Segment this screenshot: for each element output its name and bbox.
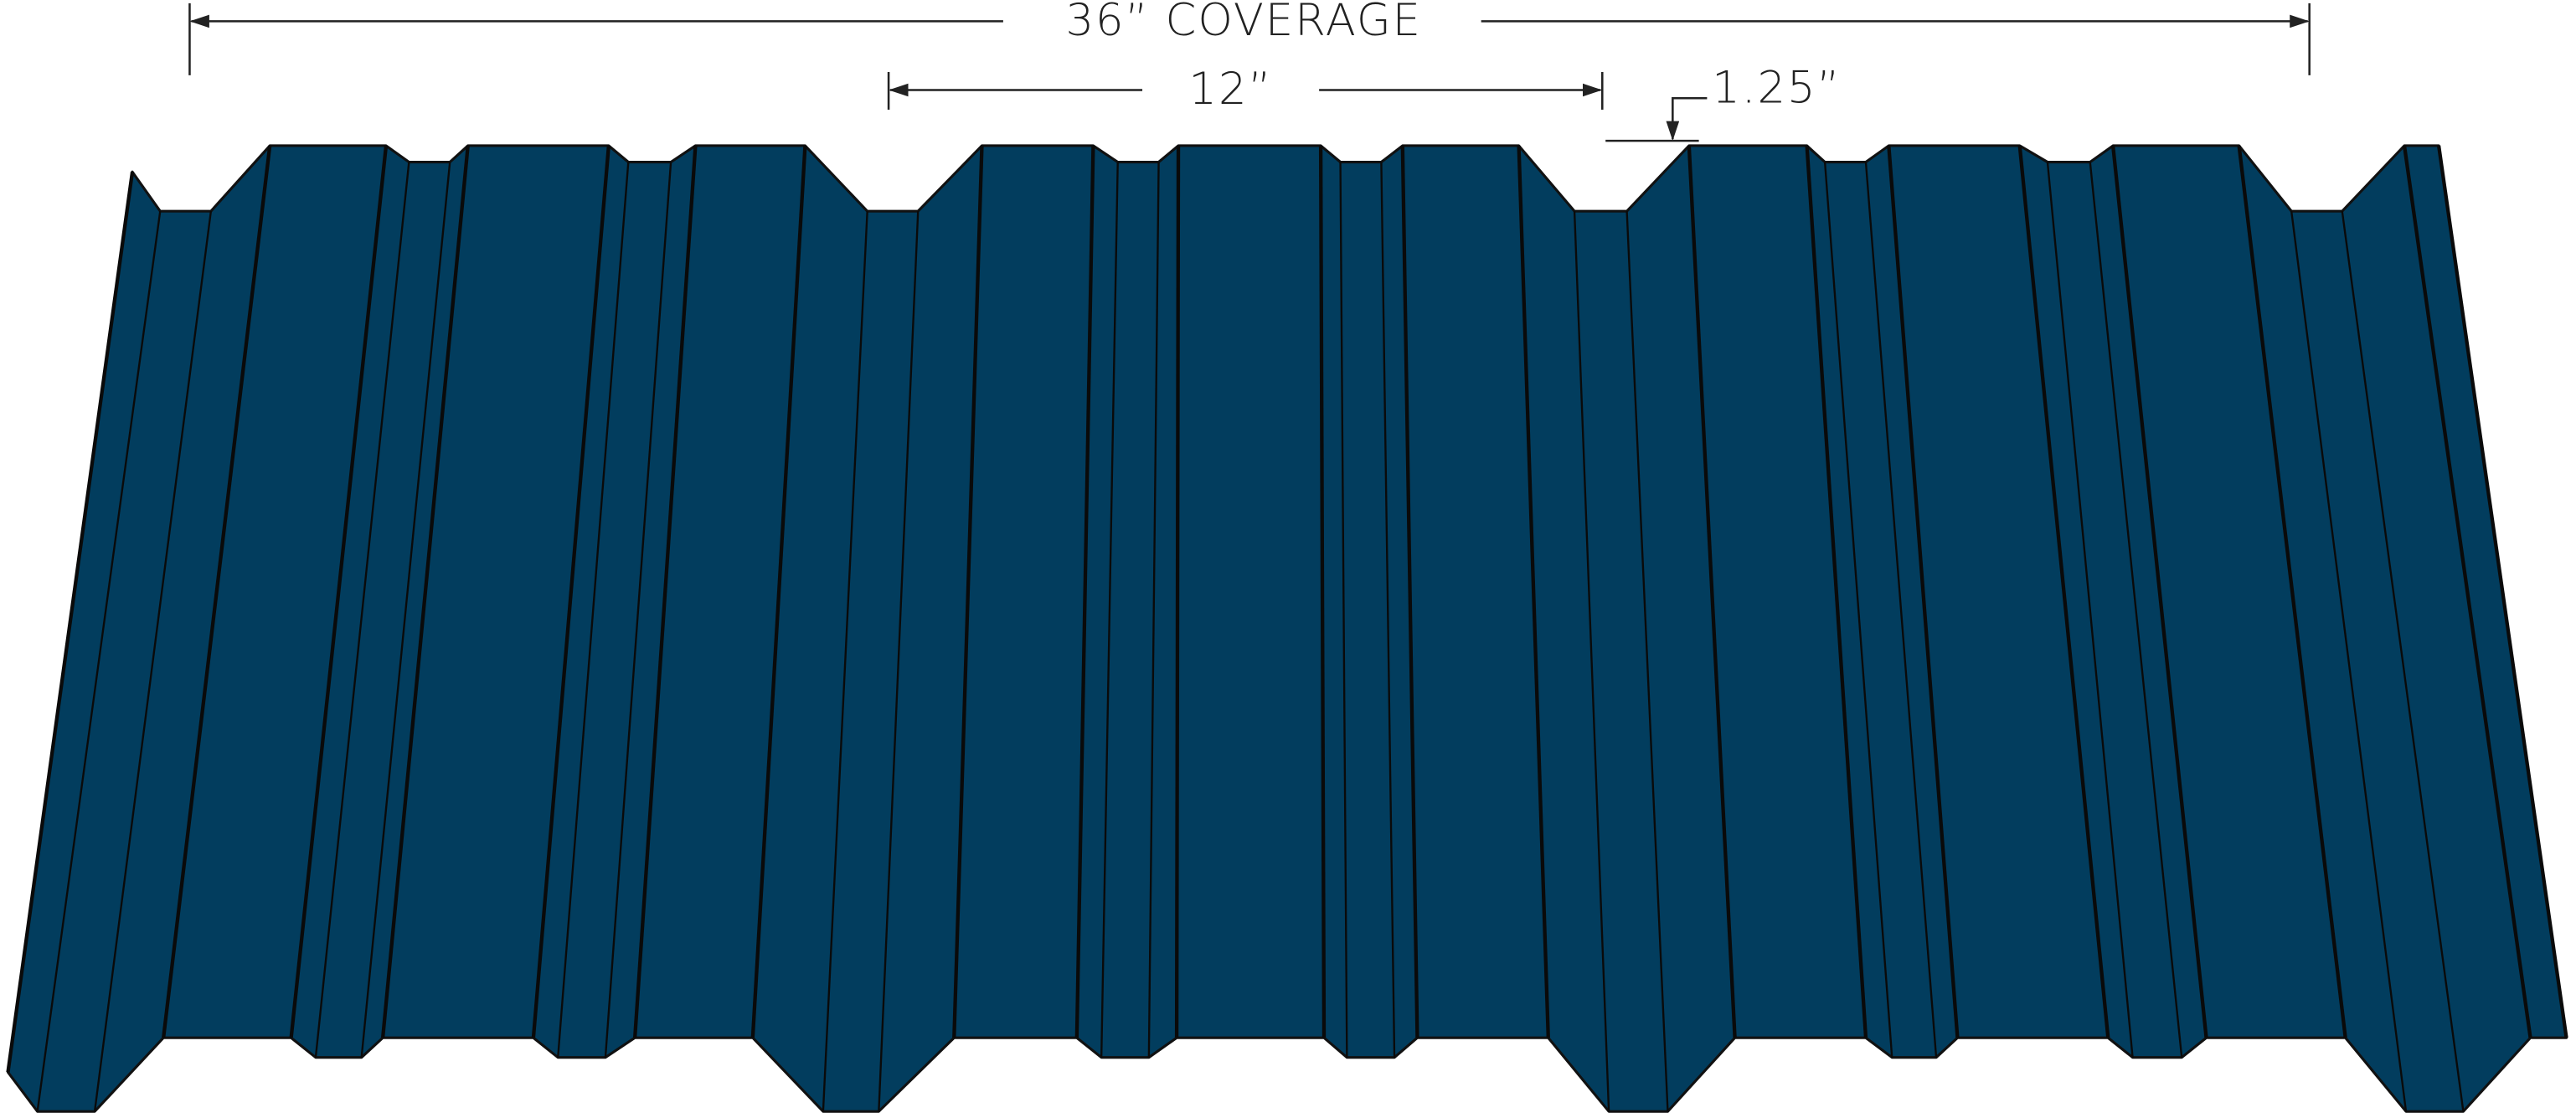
rib-spacing-label: 12” <box>1188 64 1272 115</box>
panel-fold <box>1573 211 1610 1112</box>
panel-fold <box>531 145 611 1038</box>
panel-fold <box>2341 210 2465 1112</box>
panel-fold <box>952 145 984 1038</box>
panel-fold <box>162 145 272 1038</box>
panel-fold <box>2237 145 2347 1038</box>
panel-fold <box>1100 162 1119 1058</box>
rib-spacing-dimension: 12” <box>887 64 1604 115</box>
panel-fold <box>2290 210 2408 1112</box>
panel-fold <box>750 145 807 1038</box>
panel-fold <box>2110 145 2208 1038</box>
leader-arrow <box>1666 97 1708 142</box>
panel-fold <box>380 145 470 1038</box>
panel-fold <box>878 211 920 1112</box>
panel-fold <box>1687 145 1737 1038</box>
panel-fold <box>604 162 672 1058</box>
panel-fold <box>1517 145 1550 1038</box>
rib-height-dimension: 1.25” <box>1605 62 1842 142</box>
panel-fold <box>36 210 162 1112</box>
panel-fold <box>1823 162 1893 1058</box>
panel-fold <box>93 210 213 1112</box>
panel-fold <box>1805 145 1868 1038</box>
panel-fold <box>1887 145 1960 1038</box>
panel-fold <box>1339 162 1348 1058</box>
panel-fold <box>1147 162 1160 1058</box>
panel-fold <box>2402 145 2532 1038</box>
panel-fold <box>822 211 868 1112</box>
panel-body <box>6 144 2568 1113</box>
panel-fold <box>632 145 698 1038</box>
panel-fold <box>360 162 451 1058</box>
panel-fold <box>1625 211 1669 1112</box>
rib-height-label: 1.25” <box>1712 62 1842 113</box>
panel-fold <box>1174 145 1181 1038</box>
coverage-label: 36” COVERAGE <box>1065 0 1422 46</box>
roof-panel <box>6 144 2568 1113</box>
coverage-dimension: 36” COVERAGE <box>188 0 2311 75</box>
panel-fold <box>2089 162 2183 1058</box>
panel-fold <box>289 145 389 1038</box>
panel-fold <box>2436 145 2568 1038</box>
panel-fold <box>1074 145 1095 1038</box>
panel-fold <box>1380 162 1396 1058</box>
panel-fold <box>1400 145 1419 1038</box>
panel-fold <box>6 171 135 1073</box>
panel-fold <box>1318 145 1327 1038</box>
panel-fold <box>557 162 630 1058</box>
panel-fold <box>314 162 410 1058</box>
panel-fold <box>1864 162 1938 1058</box>
panel-fold <box>2017 145 2110 1038</box>
panel-fold <box>2046 162 2134 1058</box>
